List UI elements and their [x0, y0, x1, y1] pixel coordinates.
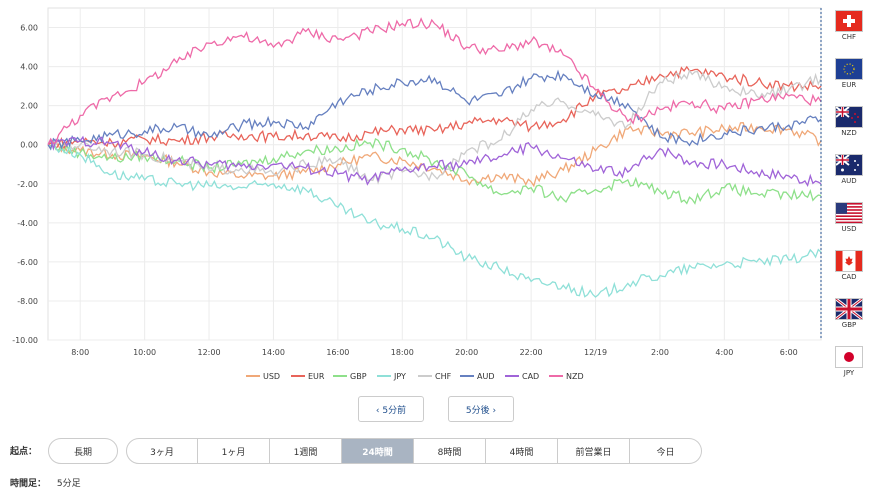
timeframe-label: 時間足：: [10, 479, 47, 489]
y-tick-label: -8.00: [17, 297, 38, 306]
y-axis-labels: 6.00 4.00 2.00 0.00 -2.00 -4.00 -6.00 -8.00 -10.…: [12, 24, 38, 345]
y-tick-label: -2.00: [17, 180, 38, 189]
x-tick-label: 14:00: [262, 348, 285, 357]
eu-flag-icon: [835, 58, 863, 80]
prev-5min-button[interactable]: ‹ 5分前: [358, 396, 424, 422]
x-tick-label: 12/19: [584, 348, 607, 357]
start-option-button[interactable]: 1週間: [270, 438, 342, 464]
australia-flag-icon: [835, 154, 863, 176]
flag-label: CAD: [841, 273, 857, 281]
flag-label: JPY: [843, 369, 855, 377]
switzerland-flag-icon: [835, 10, 863, 32]
start-option-button[interactable]: 3ヶ月: [126, 438, 198, 464]
start-option-button[interactable]: 1ヶ月: [198, 438, 270, 464]
usa-flag-icon: [835, 202, 863, 224]
y-tick-label: -6.00: [17, 258, 38, 267]
series-line-cad: [47, 135, 822, 188]
series-line-usd: [47, 122, 822, 188]
flag-label: NZD: [841, 129, 857, 137]
y-tick-label: -4.00: [17, 219, 38, 228]
plot-border: [47, 7, 822, 341]
start-option-button[interactable]: 4時間: [486, 438, 558, 464]
flag-label: AUD: [841, 177, 857, 185]
next-5min-button[interactable]: 5分後 ›: [448, 396, 514, 422]
flag-item-gbp[interactable]: GBP: [829, 298, 869, 344]
chart-grid: [47, 7, 822, 341]
start-long-term-button[interactable]: 長期: [48, 438, 118, 464]
new-zealand-flag-icon: [835, 106, 863, 128]
x-tick-label: 12:00: [198, 348, 221, 357]
x-tick-label: 8:00: [71, 348, 89, 357]
flag-item-jpy[interactable]: JPY: [829, 346, 869, 392]
japan-flag-icon: [835, 346, 863, 368]
legend-label-usd[interactable]: USD: [263, 372, 280, 381]
legend-label-aud[interactable]: AUD: [477, 372, 495, 381]
flag-item-aud[interactable]: AUD: [829, 154, 869, 200]
start-option-button[interactable]: 24時間: [342, 438, 414, 464]
flag-label: EUR: [841, 81, 857, 89]
flag-label: GBP: [841, 321, 857, 329]
x-tick-label: 22:00: [520, 348, 543, 357]
y-tick-label: -10.00: [12, 336, 38, 345]
legend: USD EUR GBP JPY CHF AUD CAD NZD: [246, 372, 584, 381]
currency-flag-column: CHF EUR NZD AUD USD CAD GBP JPY: [829, 8, 869, 392]
start-option-button[interactable]: 8時間: [414, 438, 486, 464]
timeframe-value: 5分足: [56, 479, 81, 489]
x-tick-label: 16:00: [326, 348, 349, 357]
uk-flag-icon: [835, 298, 863, 320]
x-tick-label: 2:00: [651, 348, 669, 357]
x-tick-label: 20:00: [455, 348, 478, 357]
canada-flag-icon: [835, 250, 863, 272]
legend-label-jpy[interactable]: JPY: [393, 372, 406, 381]
series-line-gbp: [47, 137, 822, 205]
x-tick-label: 10:00: [133, 348, 156, 357]
y-tick-label: 2.00: [20, 102, 38, 111]
start-point-label: 起点：: [10, 447, 38, 457]
series-line-nzd: [47, 17, 822, 145]
flag-item-eur[interactable]: EUR: [829, 58, 869, 104]
series-lines: [47, 17, 822, 298]
flag-item-chf[interactable]: CHF: [829, 10, 869, 56]
timeframe-row: 時間足： 5分足: [10, 476, 81, 489]
flag-label: CHF: [841, 33, 857, 41]
start-option-button[interactable]: 今日: [630, 438, 702, 464]
y-tick-label: 6.00: [20, 24, 38, 33]
flag-item-nzd[interactable]: NZD: [829, 106, 869, 152]
flag-label: USD: [841, 225, 857, 233]
y-tick-label: 4.00: [20, 63, 38, 72]
legend-label-chf[interactable]: CHF: [435, 372, 452, 381]
x-axis-labels: 8:00 10:00 12:00 14:00 16:00 18:00 20:00 22:00 1…: [71, 348, 798, 357]
legend-label-nzd[interactable]: NZD: [566, 372, 584, 381]
flag-item-usd[interactable]: USD: [829, 202, 869, 248]
legend-label-eur[interactable]: EUR: [308, 372, 325, 381]
series-line-eur: [47, 65, 822, 150]
x-tick-label: 18:00: [391, 348, 414, 357]
legend-label-gbp[interactable]: GBP: [350, 372, 367, 381]
x-tick-label: 4:00: [715, 348, 733, 357]
flag-item-cad[interactable]: CAD: [829, 250, 869, 296]
chart: 6.00 4.00 2.00 0.00 -2.00 -4.00 -6.00 -8.00 -10.…: [12, 7, 822, 381]
series-line-aud: [47, 69, 822, 151]
legend-label-cad[interactable]: CAD: [522, 372, 539, 381]
start-option-button[interactable]: 前営業日: [558, 438, 630, 464]
y-tick-label: 0.00: [20, 141, 38, 150]
series-line-jpy: [47, 141, 822, 298]
x-tick-label: 6:00: [780, 348, 798, 357]
